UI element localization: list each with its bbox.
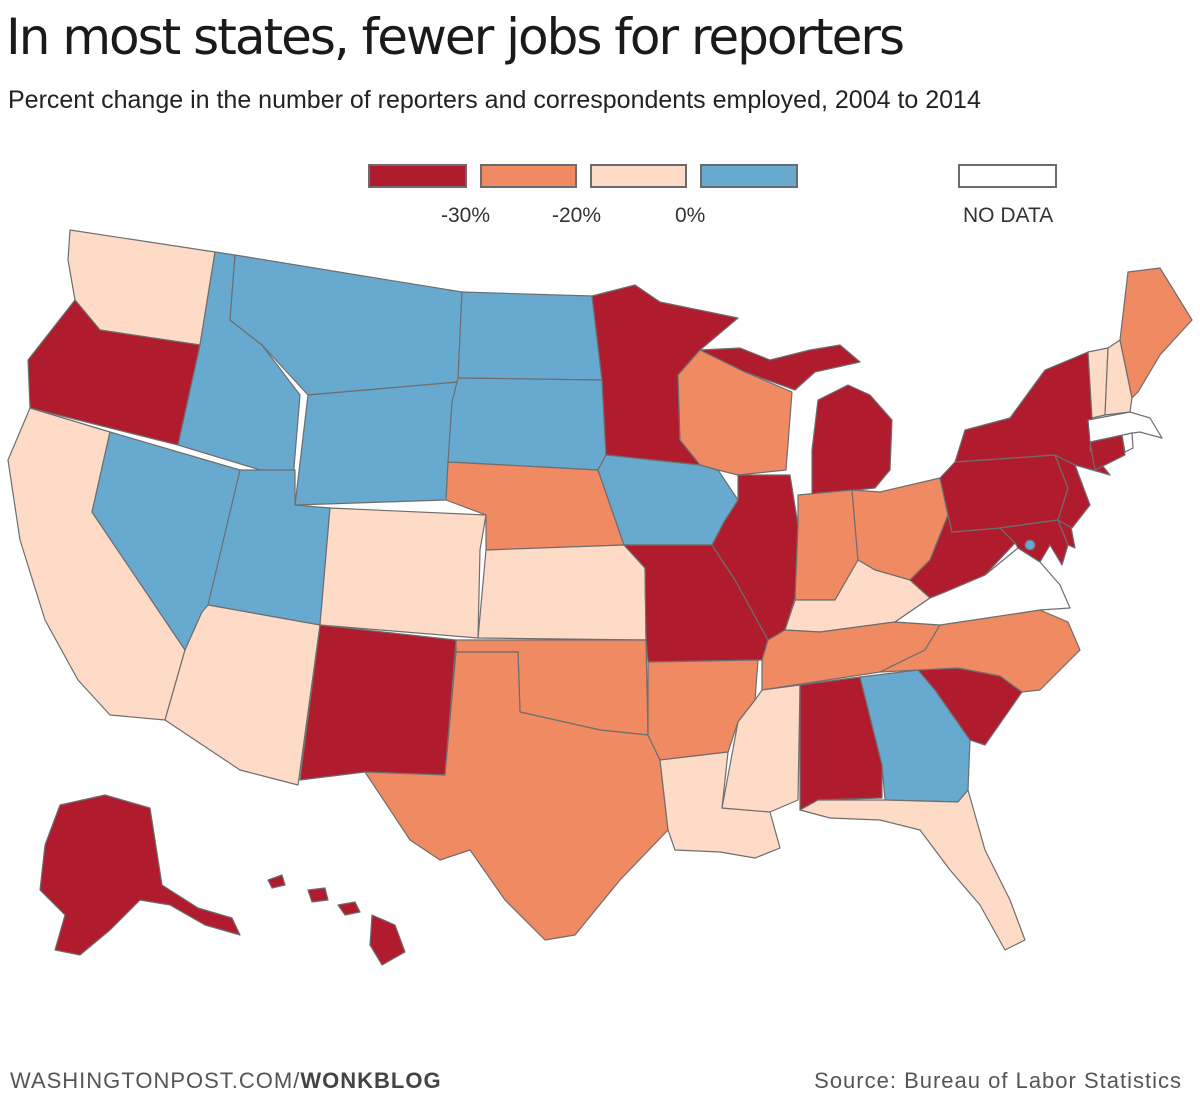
state-ND <box>457 291 603 381</box>
legend-swatch-strong-decline <box>368 164 467 188</box>
legend-swatch-no-data <box>958 164 1057 188</box>
page-title: In most states, fewer jobs for reporters <box>6 8 905 66</box>
legend-swatch-slight-decline <box>590 164 687 188</box>
state-FL <box>799 789 1026 951</box>
legend-swatch-moderate-decline <box>480 164 577 188</box>
footer: WASHINGTONPOST.COM/WONKBLOG Source: Bure… <box>0 1060 1200 1109</box>
state-CO <box>319 507 487 639</box>
state-LA <box>659 751 781 859</box>
footer-source: Source: Bureau of Labor Statistics <box>814 1068 1182 1093</box>
state-MI <box>699 344 893 496</box>
state-AK <box>39 794 241 956</box>
state-NY <box>954 351 1111 476</box>
footer-site: WASHINGTONPOST.COM/ <box>10 1068 301 1093</box>
state-NM <box>299 624 457 781</box>
state-NH <box>1104 339 1133 416</box>
state-AR <box>647 659 759 761</box>
state-KS <box>477 544 647 641</box>
state-SD <box>447 377 607 471</box>
state-DC <box>1024 539 1036 551</box>
state-WY <box>294 381 459 506</box>
state-PA <box>939 454 1069 533</box>
footer-credit: WASHINGTONPOST.COM/WONKBLOG <box>10 1068 442 1094</box>
page-subtitle: Percent change in the number of reporter… <box>8 86 981 114</box>
state-MA <box>1087 411 1163 443</box>
legend-swatch-increase <box>700 164 798 188</box>
state-TX <box>364 651 669 941</box>
state-ME <box>1119 267 1193 399</box>
us-choropleth-map <box>7 229 1193 966</box>
state-HI <box>267 874 406 966</box>
footer-section: WONKBLOG <box>300 1068 442 1093</box>
